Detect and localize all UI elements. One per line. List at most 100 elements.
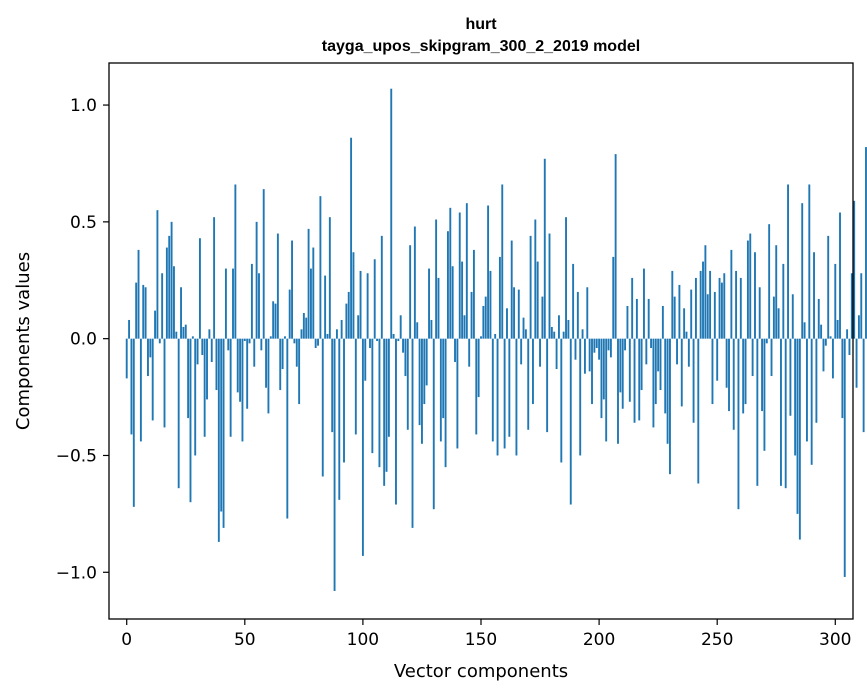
bar-86 [328, 217, 331, 339]
bar-65 [279, 338, 282, 391]
bar-203 [605, 338, 608, 442]
bar-200 [598, 338, 601, 360]
x-tick-label: 250 [701, 630, 733, 650]
bar-159 [501, 184, 504, 339]
bar-11 [151, 338, 154, 421]
bar-291 [813, 252, 815, 339]
bar-255 [728, 338, 730, 412]
bar-113 [392, 333, 395, 339]
bar-217 [638, 338, 641, 421]
bar-127 [425, 338, 428, 386]
x-axis-ticks: 0 50 100 150 200 250 300 [121, 619, 852, 650]
bar-181 [553, 331, 556, 339]
bar-96 [352, 252, 355, 339]
bar-52 [248, 338, 251, 344]
bar-29 [194, 338, 197, 456]
bar-141 [458, 212, 461, 339]
bar-248 [711, 338, 714, 405]
bar-239 [690, 289, 693, 339]
bar-286 [801, 203, 804, 339]
bar-221 [647, 298, 650, 339]
bar-188 [569, 338, 572, 505]
bar-289 [808, 184, 811, 339]
plot-frame [108, 62, 854, 620]
bar-109 [383, 338, 386, 486]
bar-231 [671, 270, 674, 339]
bar-111 [387, 338, 390, 437]
bar-282 [791, 294, 794, 339]
bar-140 [456, 338, 459, 449]
y-tick-label: −0.5 [56, 446, 97, 466]
bar-220 [645, 338, 648, 365]
x-tick-label: 100 [347, 630, 379, 650]
bar-73 [298, 338, 301, 405]
bar-84 [324, 275, 327, 339]
bar-121 [411, 338, 414, 528]
bar-47 [236, 338, 239, 393]
bar-297 [827, 235, 830, 339]
bar-207 [614, 154, 617, 339]
bar-22 [177, 338, 180, 489]
bar-164 [513, 287, 516, 339]
bar-179 [548, 233, 551, 339]
bar-129 [430, 319, 433, 339]
bar-82 [319, 196, 322, 339]
bar-189 [572, 263, 575, 339]
bar-267 [756, 338, 759, 486]
bar-58 [262, 189, 265, 339]
bar-1 [128, 319, 131, 339]
bar-120 [409, 245, 412, 339]
bar-104 [371, 338, 374, 454]
bar-274 [772, 296, 775, 339]
bar-227 [661, 305, 664, 339]
bar-232 [673, 296, 676, 339]
bar-254 [725, 338, 728, 388]
bar-261 [742, 338, 745, 414]
bar-34 [206, 338, 208, 400]
bar-170 [527, 338, 530, 430]
bar-277 [780, 338, 782, 486]
bar-281 [789, 338, 792, 416]
bar-312 [862, 338, 865, 433]
bar-288 [806, 338, 808, 442]
bar-68 [286, 338, 289, 519]
bar-215 [633, 338, 636, 423]
bar-20 [173, 266, 175, 339]
bar-169 [524, 329, 527, 339]
bar-37 [213, 217, 216, 339]
bar-99 [359, 270, 362, 339]
bar-100 [361, 338, 364, 556]
bar-83 [321, 338, 324, 477]
bar-212 [626, 305, 629, 339]
bar-259 [737, 338, 740, 510]
bar-114 [395, 338, 397, 505]
bar-201 [600, 338, 603, 419]
bar-87 [331, 338, 334, 433]
bar-213 [628, 338, 631, 402]
bar-41 [222, 338, 225, 528]
bar-8 [144, 287, 147, 339]
x-tick-label: 300 [819, 630, 851, 650]
bar-235 [680, 338, 683, 407]
bar-252 [720, 282, 723, 339]
bar-154 [489, 270, 492, 339]
bar-155 [491, 338, 494, 442]
bar-178 [546, 338, 549, 433]
bar-75 [302, 312, 305, 339]
bar-175 [539, 338, 541, 367]
bar-119 [406, 338, 409, 430]
bar-133 [439, 338, 442, 442]
bar-284 [796, 338, 799, 514]
bar-204 [607, 338, 610, 351]
bar-94 [347, 291, 350, 339]
bar-90 [338, 338, 341, 500]
bar-276 [777, 308, 780, 339]
bar-95 [350, 137, 353, 339]
bar-144 [465, 203, 468, 339]
bar-124 [418, 338, 421, 426]
bar-62 [272, 301, 275, 339]
bar-296 [824, 338, 827, 346]
bar-251 [718, 277, 721, 339]
bar-107 [378, 338, 381, 468]
bar-98 [357, 315, 360, 339]
